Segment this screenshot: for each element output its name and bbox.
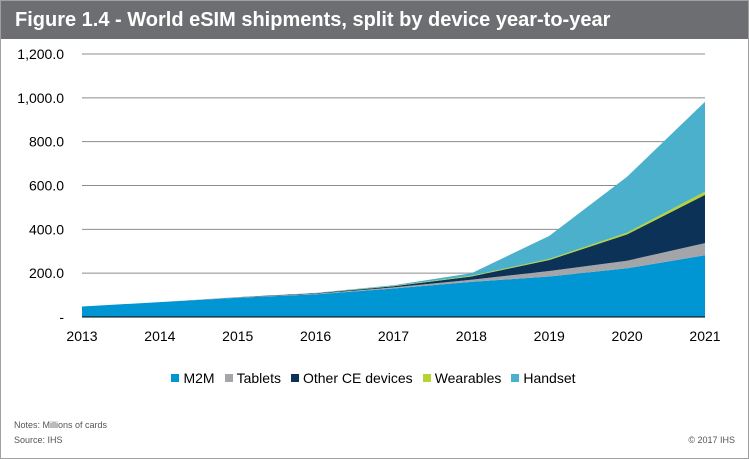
chart-legend: M2M Tablets Other CE devices Wearables Hands…	[0, 370, 747, 386]
source-text: Source: IHS	[14, 435, 63, 445]
x-tick-label: 2015	[222, 328, 253, 344]
area-other-ce-devices	[82, 194, 705, 307]
legend-label: Handset	[523, 370, 576, 386]
y-tick-label: 1,000.0	[17, 90, 64, 106]
chart-svg: - 200.0 400.0 600.0 800.0 1,000.0 1,200.0 2013 2…	[17, 46, 720, 344]
figure-title: Figure 1.4 - World eSIM shipments, split…	[1, 1, 748, 39]
area-handset	[82, 101, 705, 307]
x-tick-label: 2013	[66, 328, 97, 344]
legend-swatch	[422, 374, 431, 382]
area-wearables	[82, 191, 705, 307]
legend-item: M2M	[171, 370, 215, 386]
x-tick-label: 2019	[534, 328, 565, 344]
x-tick-label: 2014	[144, 328, 175, 344]
legend-item: Tablets	[224, 370, 281, 386]
x-tick-label: 2017	[378, 328, 409, 344]
legend-item: Other CE devices	[290, 370, 413, 386]
copyright-text: © 2017 IHS	[688, 435, 735, 445]
legend-item: Handset	[511, 370, 576, 386]
x-tick-label: 2020	[612, 328, 643, 344]
legend-swatch	[290, 374, 299, 382]
y-tick-label: 800.0	[29, 134, 64, 150]
y-tick-label: 200.0	[29, 265, 64, 281]
notes-text: Notes: Millions of cards	[14, 420, 108, 430]
legend-label: Wearables	[434, 370, 502, 386]
legend-label: M2M	[183, 370, 215, 386]
x-tick-label: 2016	[300, 328, 331, 344]
legend-label: Tablets	[236, 370, 281, 386]
legend-label: Other CE devices	[302, 370, 413, 386]
area-m2m	[82, 255, 705, 317]
x-tick-label: 2021	[689, 328, 720, 344]
y-tick-label: -	[59, 309, 64, 325]
x-tick-label: 2018	[456, 328, 487, 344]
legend-swatch	[171, 374, 180, 382]
y-tick-label: 400.0	[29, 221, 64, 237]
legend-swatch	[224, 374, 233, 382]
legend-swatch	[511, 374, 520, 382]
y-tick-label: 600.0	[29, 178, 64, 194]
legend-item: Wearables	[422, 370, 502, 386]
y-tick-label: 1,200.0	[17, 46, 64, 62]
